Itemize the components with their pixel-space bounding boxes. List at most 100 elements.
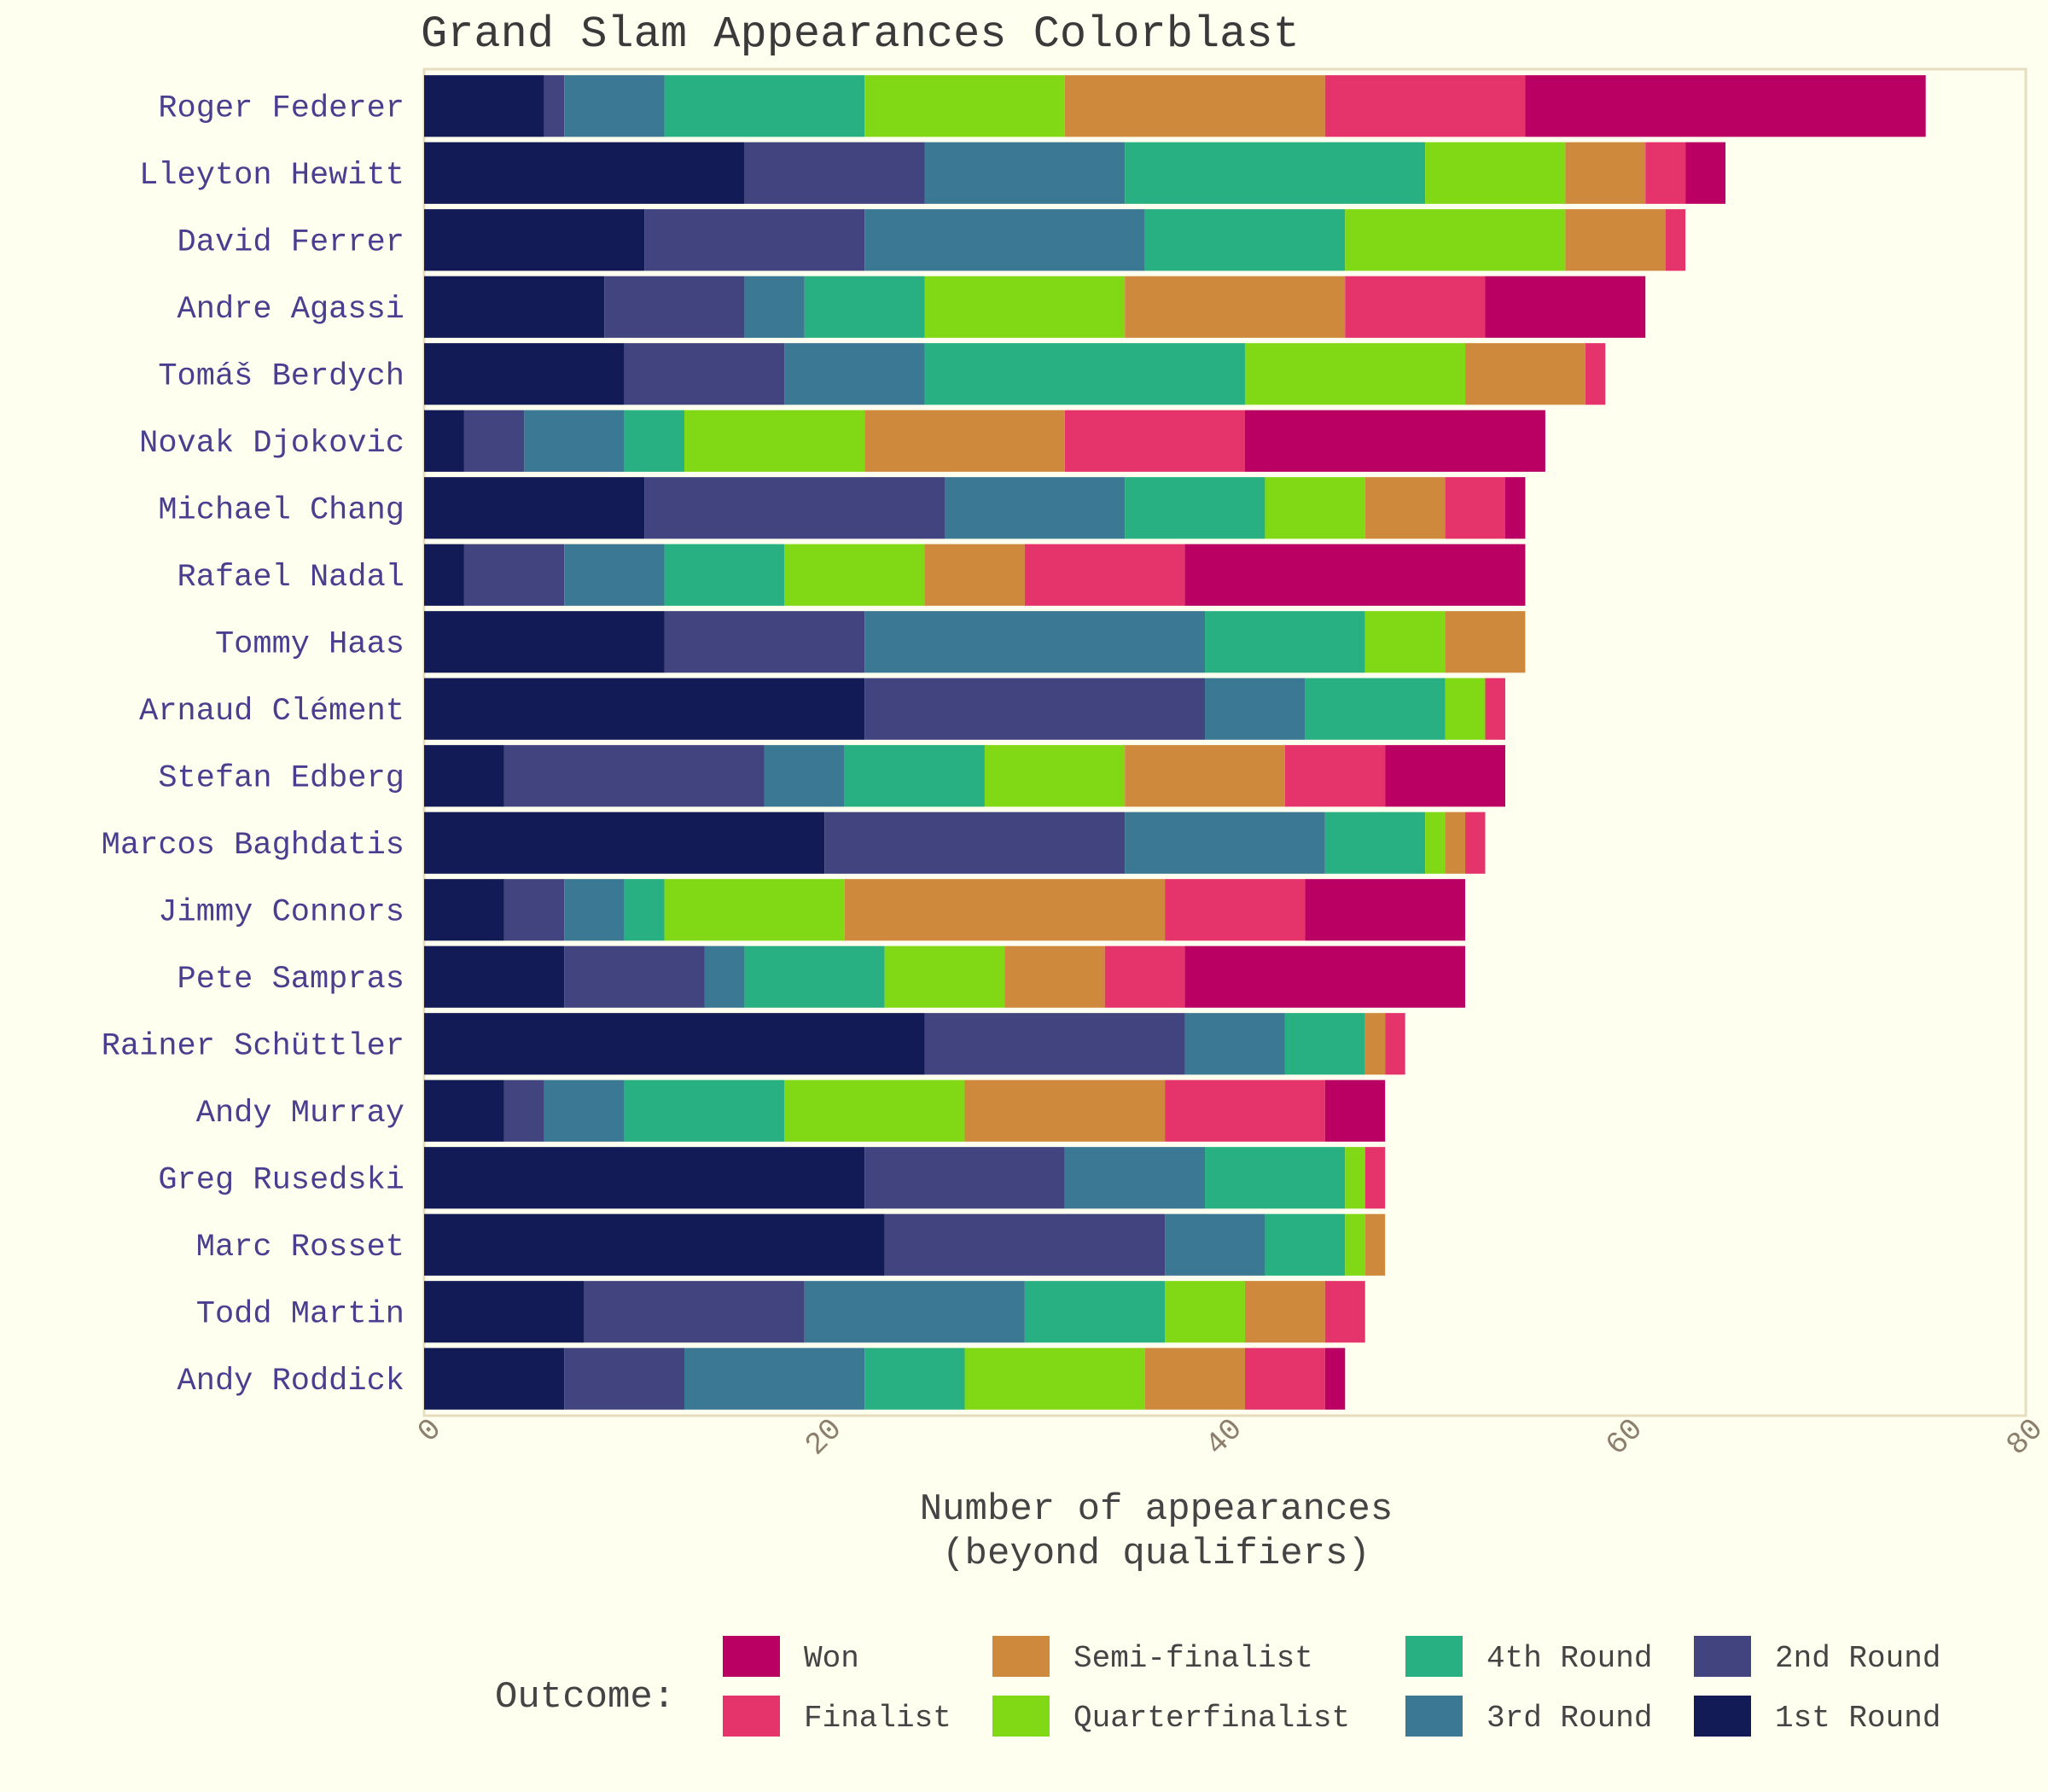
bar-stefan-edberg-quarterfinalist xyxy=(985,745,1125,806)
bar-jimmy-connors-1st-round xyxy=(424,879,504,940)
bar-lleyton-hewitt-finalist xyxy=(1645,143,1685,204)
bar-novak-djokovic-won xyxy=(1245,410,1545,472)
bar-andy-murray-4th-round xyxy=(625,1080,785,1142)
bar-novak-djokovic-quarterfinalist xyxy=(684,410,864,472)
bar-stefan-edberg-4th-round xyxy=(845,745,985,806)
bar-andy-roddick-2nd-round xyxy=(564,1348,684,1410)
y-tick-label: Andre Agassi xyxy=(177,292,404,328)
bar-arnaud-clement-quarterfinalist xyxy=(1446,678,1486,740)
y-axis-labels: Roger Federer Lleyton Hewitt David Ferrer A… xyxy=(102,90,404,1399)
bar-andre-agassi-4th-round xyxy=(805,276,925,338)
bar-david-ferrer-1st-round xyxy=(424,209,644,271)
bar-jimmy-connors-quarterfinalist xyxy=(665,879,845,940)
bar-marc-rosset-3rd-round xyxy=(1165,1214,1265,1276)
bar-todd-martin-3rd-round xyxy=(805,1281,1025,1342)
bar-andy-roddick-finalist xyxy=(1245,1348,1325,1410)
bar-novak-djokovic-1st-round xyxy=(424,410,464,472)
legend-swatch-finalist xyxy=(723,1696,780,1737)
y-tick-label: Greg Rusedski xyxy=(158,1162,404,1198)
bar-andy-murray-finalist xyxy=(1165,1080,1325,1142)
x-axis-label-line2: (beyond qualifiers) xyxy=(942,1533,1370,1575)
legend: Outcome: Won Finalist Semi-finalist Quarter… xyxy=(495,1636,1940,1737)
bar-andy-roddick-4th-round xyxy=(864,1348,964,1410)
bar-marc-rosset-4th-round xyxy=(1265,1214,1345,1276)
bar-rafael-nadal-4th-round xyxy=(665,544,785,606)
bar-pete-sampras-semi-finalist xyxy=(1004,946,1104,1008)
bar-greg-rusedski-finalist xyxy=(1365,1147,1385,1208)
y-tick-label: Lleyton Hewitt xyxy=(139,158,404,194)
bar-andy-murray-1st-round xyxy=(424,1080,504,1142)
bar-michael-chang-semi-finalist xyxy=(1365,477,1446,538)
x-tick-label: 40 xyxy=(1199,1412,1250,1463)
bar-stefan-edberg-semi-finalist xyxy=(1125,745,1285,806)
bar-andre-agassi-3rd-round xyxy=(744,276,804,338)
bar-marcos-baghdatis-semi-finalist xyxy=(1446,812,1465,874)
bar-novak-djokovic-2nd-round xyxy=(464,410,524,472)
bar-lleyton-hewitt-2nd-round xyxy=(744,143,924,204)
bar-tomas-berdych-2nd-round xyxy=(625,343,785,404)
bar-rafael-nadal-semi-finalist xyxy=(925,544,1025,606)
bar-roger-federer-4th-round xyxy=(665,75,865,137)
bar-pete-sampras-1st-round xyxy=(424,946,564,1008)
bar-roger-federer-1st-round xyxy=(424,75,544,137)
bar-rafael-nadal-1st-round xyxy=(424,544,464,606)
legend-swatch-quarterfinalist xyxy=(992,1696,1050,1737)
bar-pete-sampras-quarterfinalist xyxy=(885,946,1005,1008)
bar-marcos-baghdatis-3rd-round xyxy=(1125,812,1325,874)
bar-marc-rosset-2nd-round xyxy=(885,1214,1165,1276)
bar-lleyton-hewitt-quarterfinalist xyxy=(1425,143,1565,204)
bar-marcos-baghdatis-1st-round xyxy=(424,812,824,874)
bar-todd-martin-1st-round xyxy=(424,1281,585,1342)
bar-andre-agassi-1st-round xyxy=(424,276,604,338)
x-axis-label-line1: Number of appearances xyxy=(920,1488,1393,1531)
y-tick-label: Stefan Edberg xyxy=(158,760,404,796)
bar-tommy-haas-semi-finalist xyxy=(1446,611,1526,672)
y-tick-label: Rafael Nadal xyxy=(177,560,404,596)
legend-title: Outcome: xyxy=(495,1676,675,1719)
bar-greg-rusedski-2nd-round xyxy=(864,1147,1065,1208)
bar-novak-djokovic-finalist xyxy=(1065,410,1245,472)
plot-area xyxy=(424,69,2026,1416)
bar-arnaud-clement-3rd-round xyxy=(1205,678,1305,740)
bar-tomas-berdych-finalist xyxy=(1585,343,1605,404)
y-tick-label: Tomáš Berdych xyxy=(158,358,404,394)
bar-david-ferrer-3rd-round xyxy=(864,209,1144,271)
y-tick-label: David Ferrer xyxy=(177,224,404,260)
legend-label-4th-round: 4th Round xyxy=(1487,1641,1652,1676)
y-tick-label: Novak Djokovic xyxy=(139,426,404,462)
bar-todd-martin-quarterfinalist xyxy=(1165,1281,1245,1342)
bar-tomas-berdych-1st-round xyxy=(424,343,625,404)
legend-label-finalist: Finalist xyxy=(804,1701,951,1736)
x-tick-label: 20 xyxy=(799,1412,850,1463)
y-tick-label: Pete Sampras xyxy=(177,962,404,998)
bar-rafael-nadal-3rd-round xyxy=(564,544,664,606)
bar-roger-federer-semi-finalist xyxy=(1065,75,1325,137)
bar-michael-chang-3rd-round xyxy=(945,477,1125,538)
plot-frame xyxy=(424,69,2026,1416)
bar-lleyton-hewitt-semi-finalist xyxy=(1565,143,1645,204)
bar-stefan-edberg-won xyxy=(1385,745,1505,806)
bar-andre-agassi-semi-finalist xyxy=(1125,276,1345,338)
legend-swatch-4th-round xyxy=(1405,1636,1463,1677)
bar-andy-roddick-1st-round xyxy=(424,1348,564,1410)
bar-lleyton-hewitt-won xyxy=(1685,143,1725,204)
bar-todd-martin-2nd-round xyxy=(585,1281,805,1342)
bar-jimmy-connors-4th-round xyxy=(625,879,665,940)
bar-tommy-haas-2nd-round xyxy=(665,611,865,672)
bar-greg-rusedski-3rd-round xyxy=(1065,1147,1205,1208)
bar-marc-rosset-quarterfinalist xyxy=(1345,1214,1364,1276)
bar-lleyton-hewitt-3rd-round xyxy=(925,143,1126,204)
bar-david-ferrer-quarterfinalist xyxy=(1345,209,1565,271)
bar-michael-chang-4th-round xyxy=(1125,477,1265,538)
bar-pete-sampras-won xyxy=(1185,946,1465,1008)
bar-rainer-schuttler-semi-finalist xyxy=(1365,1013,1385,1074)
bar-tomas-berdych-4th-round xyxy=(925,343,1245,404)
bar-michael-chang-quarterfinalist xyxy=(1265,477,1364,538)
bar-david-ferrer-4th-round xyxy=(1145,209,1346,271)
bar-pete-sampras-3rd-round xyxy=(704,946,744,1008)
bar-michael-chang-finalist xyxy=(1446,477,1505,538)
legend-label-2nd-round: 2nd Round xyxy=(1775,1641,1940,1676)
bar-arnaud-clement-4th-round xyxy=(1305,678,1445,740)
bar-todd-martin-finalist xyxy=(1325,1281,1365,1342)
legend-label-semi-finalist: Semi-finalist xyxy=(1073,1641,1313,1676)
